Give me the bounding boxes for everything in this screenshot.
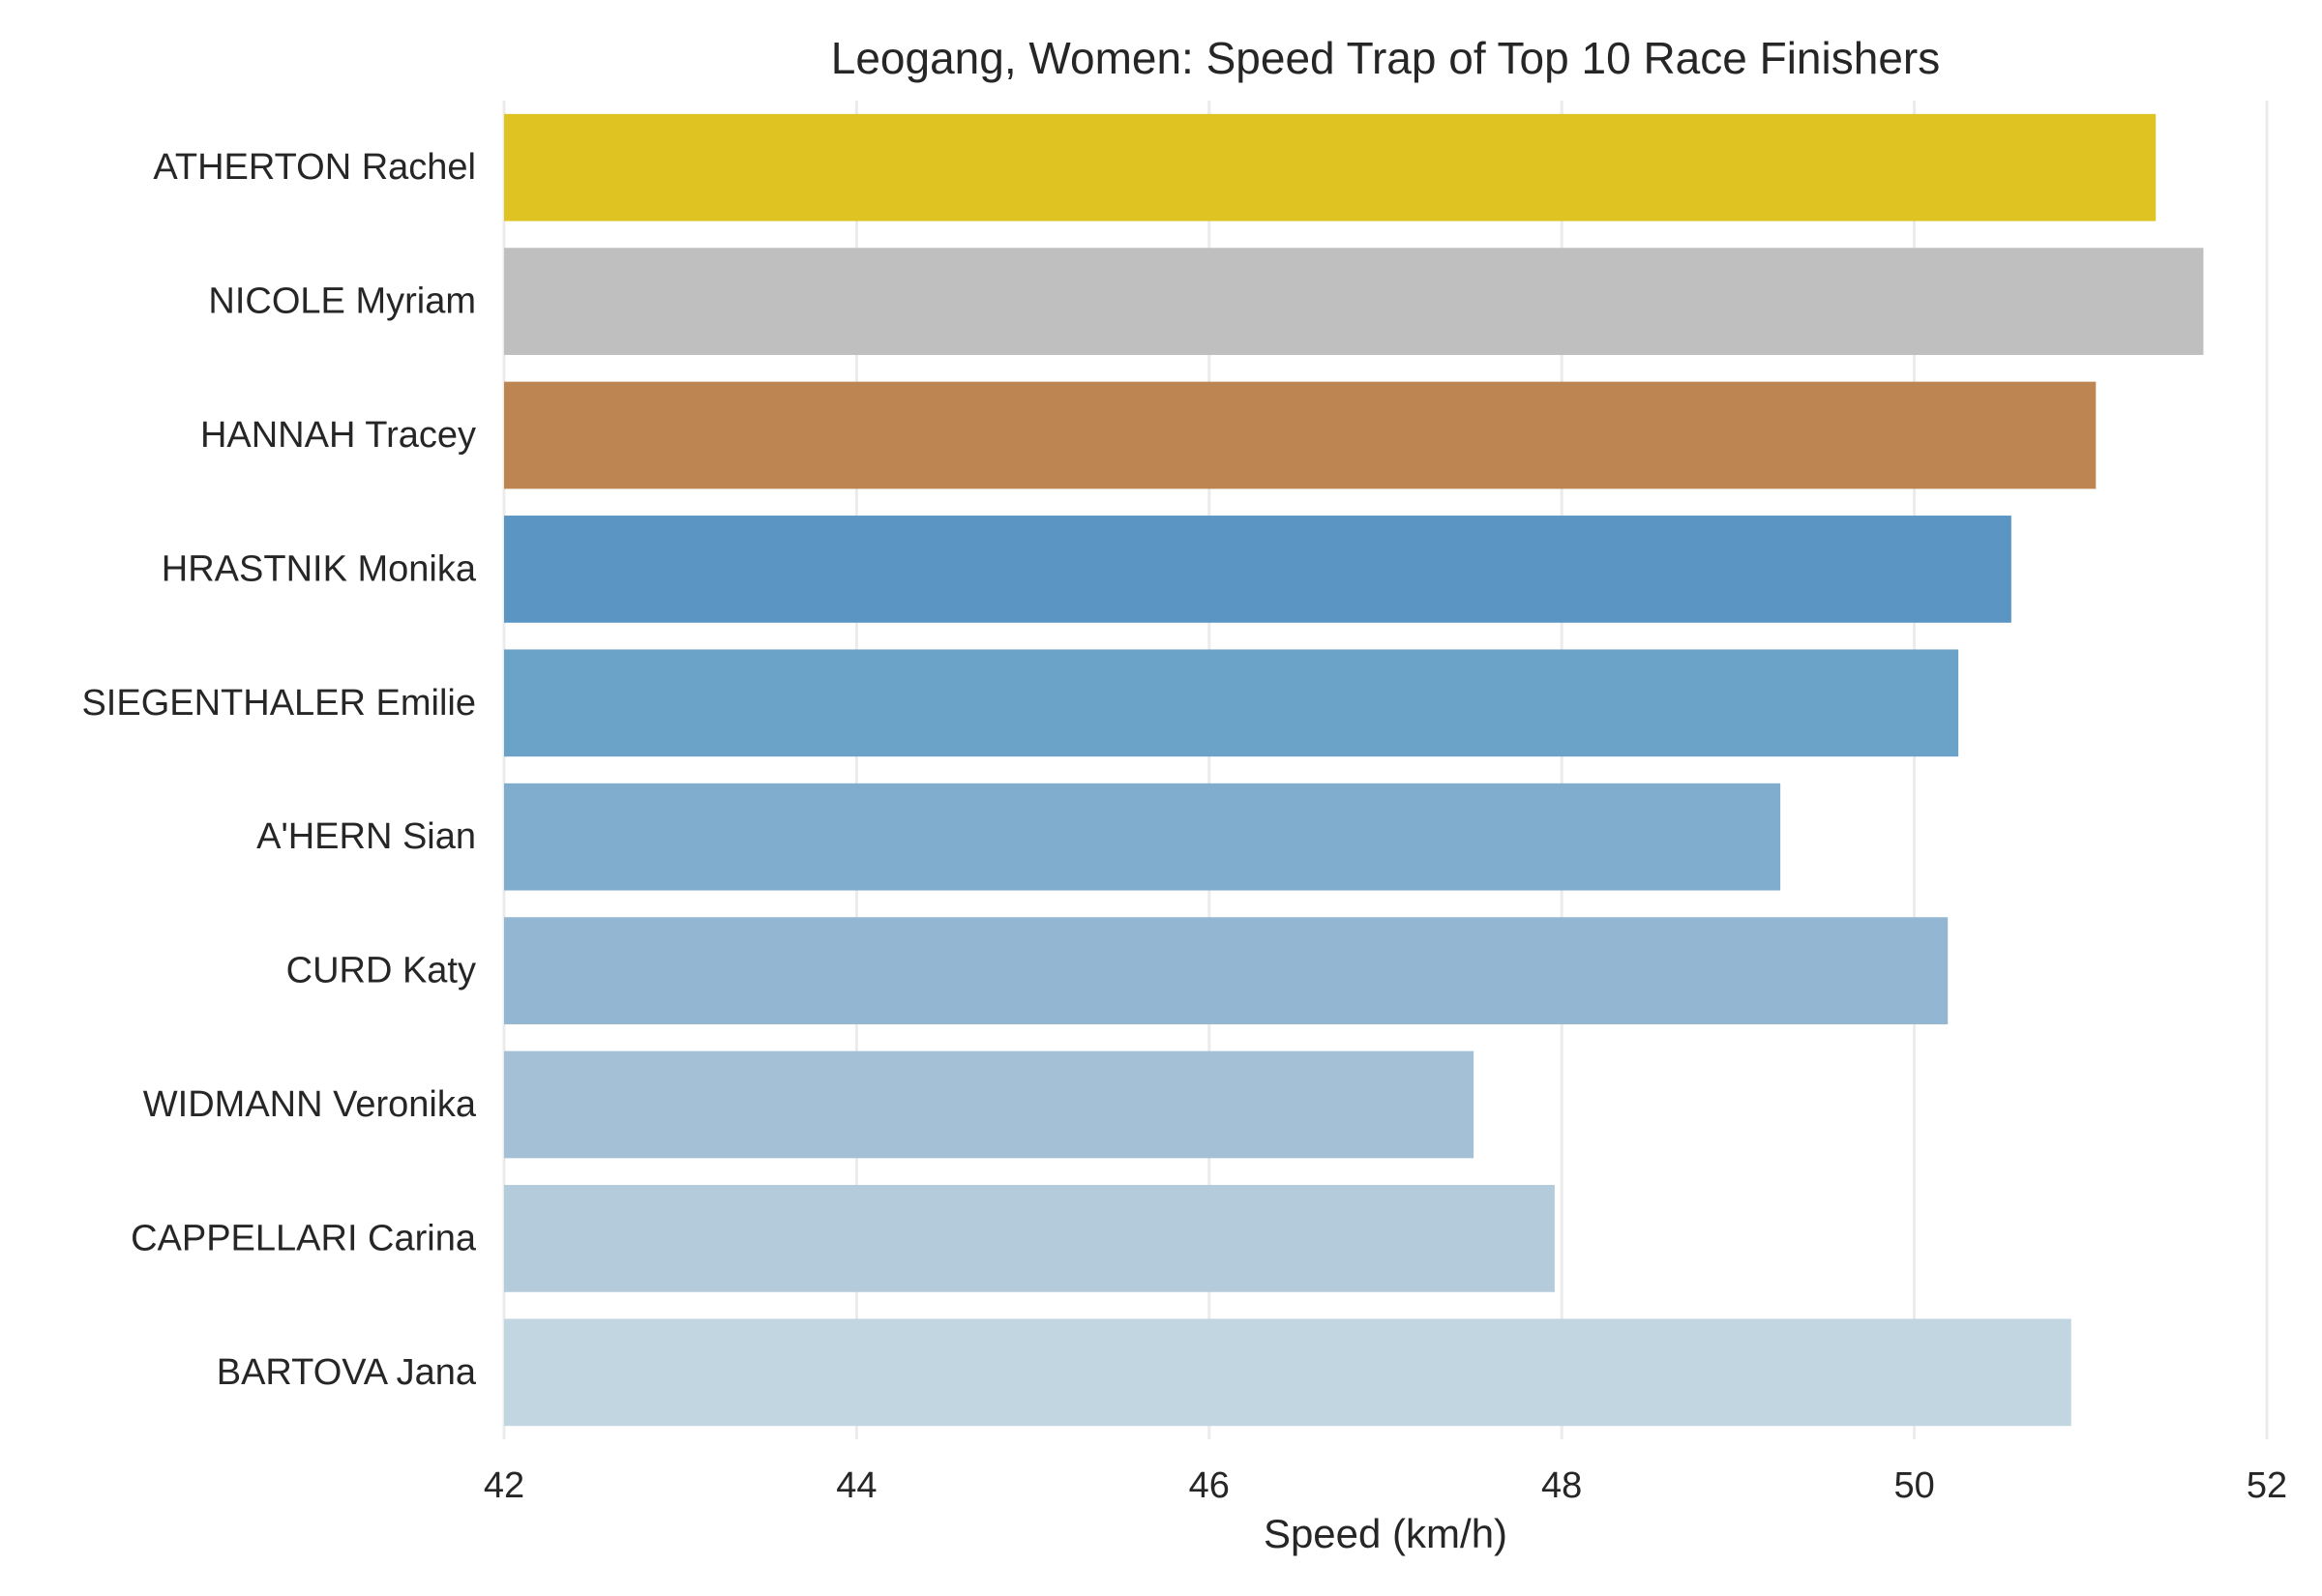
x-tick-label: 50 (1893, 1465, 1934, 1506)
bar (504, 1050, 1474, 1159)
category-label: SIEGENTHALER Emilie (81, 683, 476, 724)
bar (504, 381, 2097, 489)
category-label: NICOLE Myriam (208, 281, 476, 322)
bars (504, 113, 2204, 1427)
category-label: HRASTNIK Monika (162, 548, 477, 589)
category-label: BARTOVA Jana (217, 1352, 477, 1393)
x-axis-label: Speed (km/h) (1264, 1511, 1507, 1556)
x-tick-label: 52 (2247, 1465, 2287, 1506)
x-tick-label: 42 (484, 1465, 524, 1506)
bar (504, 1185, 1555, 1292)
y-axis-labels: ATHERTON Rachel NICOLE Myriam HANNAH Trace… (81, 147, 476, 1393)
category-label: WIDMANN Veronika (143, 1084, 477, 1125)
x-tick-label: 44 (836, 1465, 877, 1506)
bar (504, 248, 2204, 355)
x-tick-label: 48 (1541, 1465, 1582, 1506)
bar (504, 113, 2157, 222)
category-label: CURD Katy (286, 951, 476, 991)
bar (504, 917, 1949, 1024)
bar (504, 516, 2011, 623)
category-label: HANNAH Tracey (200, 415, 476, 456)
x-axis-ticks: 42 44 46 48 50 52 (484, 1465, 2287, 1506)
bar (504, 783, 1781, 891)
bar (504, 1318, 2071, 1427)
x-tick-label: 46 (1189, 1465, 1230, 1506)
category-label: A'HERN Sian (256, 816, 476, 857)
category-label: CAPPELLARI Carina (131, 1218, 477, 1258)
bar (504, 649, 1959, 757)
chart-title: Leogang, Women: Speed Trap of Top 10 Rac… (831, 33, 1940, 83)
category-label: ATHERTON Rachel (153, 147, 476, 188)
